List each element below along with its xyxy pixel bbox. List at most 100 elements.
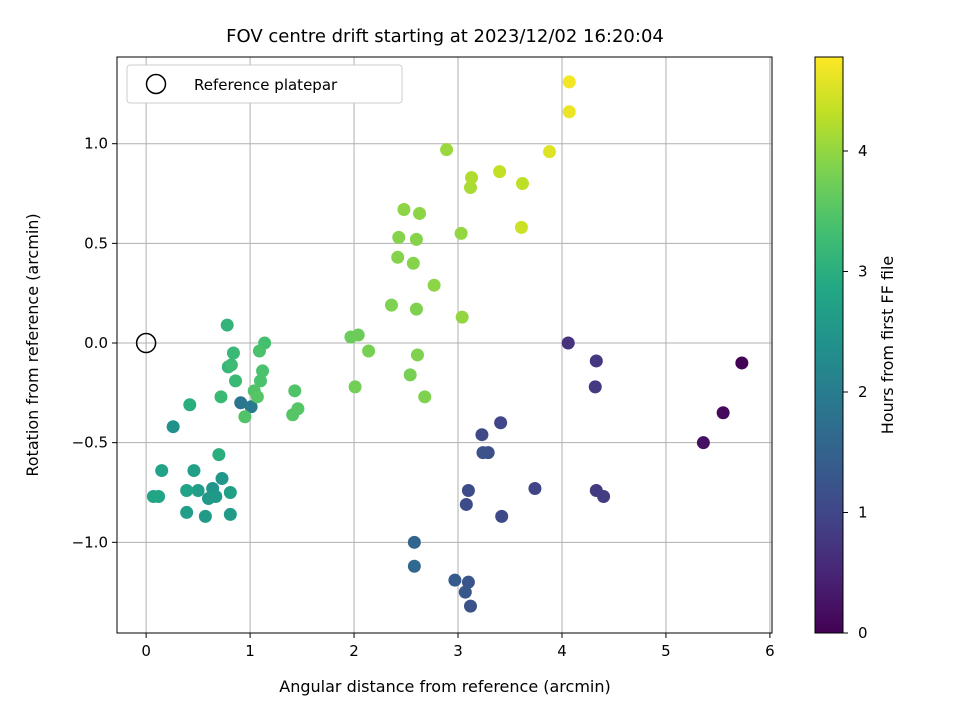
colorbar-tick-label: 4 <box>858 142 868 160</box>
data-point <box>448 573 462 587</box>
data-point <box>348 380 362 394</box>
data-point <box>475 428 489 442</box>
colorbar-tick-label: 0 <box>858 624 868 642</box>
data-point <box>410 348 424 362</box>
data-point <box>392 230 406 244</box>
data-point <box>561 336 575 350</box>
data-point <box>223 507 237 521</box>
colorbar-tick-label: 3 <box>858 262 868 280</box>
data-point <box>384 298 398 312</box>
colorbar-tick-label: 1 <box>858 503 868 521</box>
data-point <box>191 483 205 497</box>
data-point <box>250 390 264 404</box>
data-point <box>407 559 421 573</box>
data-point <box>286 408 300 422</box>
data-point <box>229 374 243 388</box>
data-point <box>226 346 240 360</box>
colorbar-ticks: 0 1 2 3 4 <box>843 142 868 642</box>
data-point <box>515 177 529 191</box>
data-point <box>463 181 477 195</box>
y-tick-label: 0.0 <box>84 334 108 352</box>
data-point <box>427 278 441 292</box>
reference-platepar-marker <box>135 332 157 354</box>
data-point <box>223 485 237 499</box>
data-point <box>244 400 258 414</box>
data-point <box>476 446 490 460</box>
data-point <box>209 489 223 503</box>
y-tick-label: −0.5 <box>72 434 108 452</box>
y-tick-label: 0.5 <box>84 234 108 252</box>
data-point <box>362 344 376 358</box>
data-point <box>166 420 180 434</box>
data-point <box>588 380 602 394</box>
data-point <box>215 472 229 486</box>
data-point <box>198 509 212 523</box>
grid <box>117 57 772 633</box>
data-point <box>543 145 557 159</box>
data-point <box>562 75 576 89</box>
data-point <box>407 535 421 549</box>
data-point <box>461 483 475 497</box>
data-point <box>696 436 710 450</box>
data-point <box>528 482 542 496</box>
data-point <box>220 318 234 332</box>
data-point <box>238 410 252 424</box>
data-point <box>495 509 509 523</box>
data-point <box>155 464 169 478</box>
x-tick-label: 2 <box>349 642 359 660</box>
x-tick-label: 6 <box>765 642 775 660</box>
x-tick-label: 0 <box>141 642 151 660</box>
data-point <box>597 489 611 503</box>
data-point <box>716 406 730 420</box>
data-point <box>461 575 475 589</box>
legend-entry-reference: Reference platepar <box>194 76 338 94</box>
data-point <box>180 483 194 497</box>
data-point <box>589 354 603 368</box>
data-point <box>409 302 423 316</box>
colorbar-gradient <box>814 56 844 634</box>
x-tick-label: 5 <box>661 642 671 660</box>
data-point <box>224 358 238 372</box>
legend-marker-reference <box>145 73 167 95</box>
data-point <box>187 464 201 478</box>
data-point <box>212 448 226 462</box>
y-axis-label: Rotation from reference (arcmin) <box>23 213 42 476</box>
data-point <box>183 398 197 412</box>
data-points <box>146 75 749 613</box>
data-point <box>493 165 507 179</box>
colorbar: 0 1 2 3 4 Hours from first FF file <box>814 56 897 642</box>
data-point <box>397 202 411 216</box>
chart-title: FOV centre drift starting at 2023/12/02 … <box>226 26 664 47</box>
x-tick-label: 4 <box>557 642 567 660</box>
y-axis: −1.0 −0.5 0.0 0.5 1.0 <box>72 135 117 551</box>
colorbar-label: Hours from first FF file <box>878 256 897 435</box>
data-point <box>465 171 479 185</box>
legend-box <box>126 64 403 104</box>
data-point <box>351 328 365 342</box>
data-point <box>256 364 270 378</box>
y-tick-label: 1.0 <box>84 135 108 153</box>
data-point <box>459 497 473 511</box>
data-point <box>288 384 302 398</box>
plot-frame <box>116 56 773 634</box>
data-point <box>234 396 248 410</box>
data-point <box>735 356 749 370</box>
data-point <box>455 310 469 324</box>
data-point <box>252 344 266 358</box>
data-point <box>403 368 417 382</box>
x-axis-label: Angular distance from reference (arcmin) <box>279 677 610 696</box>
data-point <box>406 256 420 270</box>
colorbar-tick-label: 2 <box>858 383 868 401</box>
data-point <box>418 390 432 404</box>
data-point <box>458 585 472 599</box>
data-point <box>214 390 228 404</box>
x-tick-label: 3 <box>453 642 463 660</box>
data-point <box>413 206 427 220</box>
data-point <box>409 232 423 246</box>
data-point <box>440 143 454 157</box>
data-point <box>253 374 267 388</box>
data-point <box>494 416 508 430</box>
data-point <box>391 250 405 264</box>
data-point <box>463 599 477 613</box>
